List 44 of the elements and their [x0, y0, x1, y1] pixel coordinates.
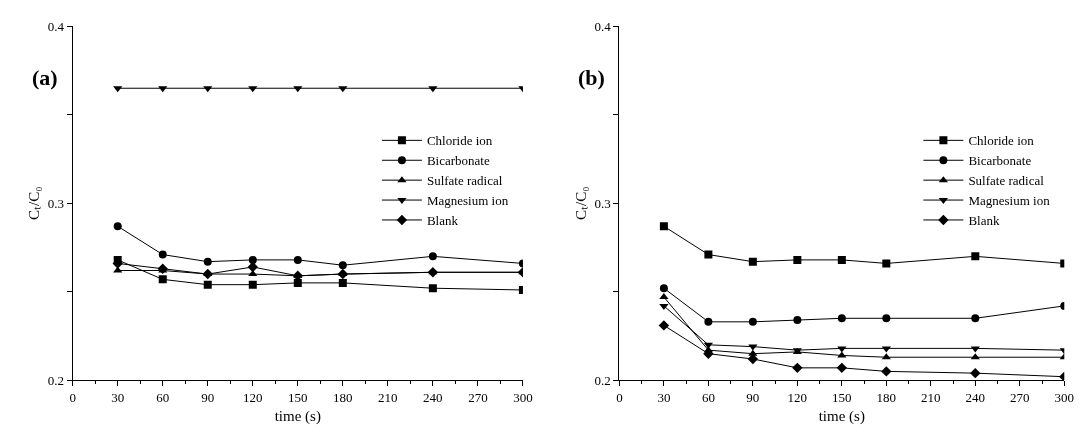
- x-tick-label: 300: [1054, 389, 1075, 405]
- x-tick-label: 270: [468, 389, 488, 405]
- x-tick-label: 180: [876, 389, 897, 405]
- x-tick-label: 240: [965, 389, 986, 405]
- x-tick-label: 300: [513, 389, 533, 405]
- x-tick-label: 240: [423, 389, 443, 405]
- x-tick-label: 30: [111, 389, 125, 405]
- legend-label: Bicarbonate: [426, 153, 490, 169]
- x-tick-label: 120: [243, 389, 263, 405]
- x-tick-label: 210: [378, 389, 398, 405]
- legend-label: Bicarbonate: [968, 153, 1032, 169]
- legend-label: Magnesium ion: [426, 193, 509, 209]
- y-tick-label: 0.4: [47, 18, 65, 34]
- y-tick-label: 0.2: [47, 372, 65, 388]
- x-tick-label: 0: [69, 389, 76, 405]
- legend-label: Magnesium ion: [968, 193, 1051, 209]
- x-tick-label: 30: [657, 389, 671, 405]
- x-tick-label: 0: [616, 389, 623, 405]
- legend-label: Chloride ion: [426, 133, 493, 149]
- text: (a): [32, 65, 58, 90]
- x-axis-title: time (s): [274, 407, 321, 425]
- legend-label: Blank: [426, 213, 459, 229]
- x-tick-label: 60: [156, 389, 170, 405]
- legend-label: Chloride ion: [968, 133, 1035, 149]
- y-axis-title: Cₜ/C₀: [26, 186, 43, 220]
- legend-label: Sulfate radical: [968, 173, 1045, 189]
- y-tick-label: 0.3: [47, 195, 65, 211]
- y-axis-title: Cₜ/C₀: [572, 186, 589, 220]
- x-axis-title: time (s): [818, 407, 865, 425]
- y-tick-label: 0.2: [594, 372, 611, 388]
- x-tick-label: 120: [787, 389, 808, 405]
- x-tick-label: 210: [921, 389, 941, 405]
- y-tick-label: 0.4: [594, 18, 612, 34]
- y-tick-label: 0.3: [594, 195, 611, 211]
- legend-label: Sulfate radical: [426, 173, 503, 189]
- x-tick-label: 60: [701, 389, 715, 405]
- text: (b): [578, 65, 605, 90]
- x-tick-label: 270: [1010, 389, 1030, 405]
- x-tick-label: 150: [832, 389, 852, 405]
- x-tick-label: 150: [288, 389, 308, 405]
- x-tick-label: 90: [746, 389, 760, 405]
- x-tick-label: 180: [333, 389, 353, 405]
- legend-label: Blank: [968, 213, 1000, 229]
- x-tick-label: 90: [201, 389, 215, 405]
